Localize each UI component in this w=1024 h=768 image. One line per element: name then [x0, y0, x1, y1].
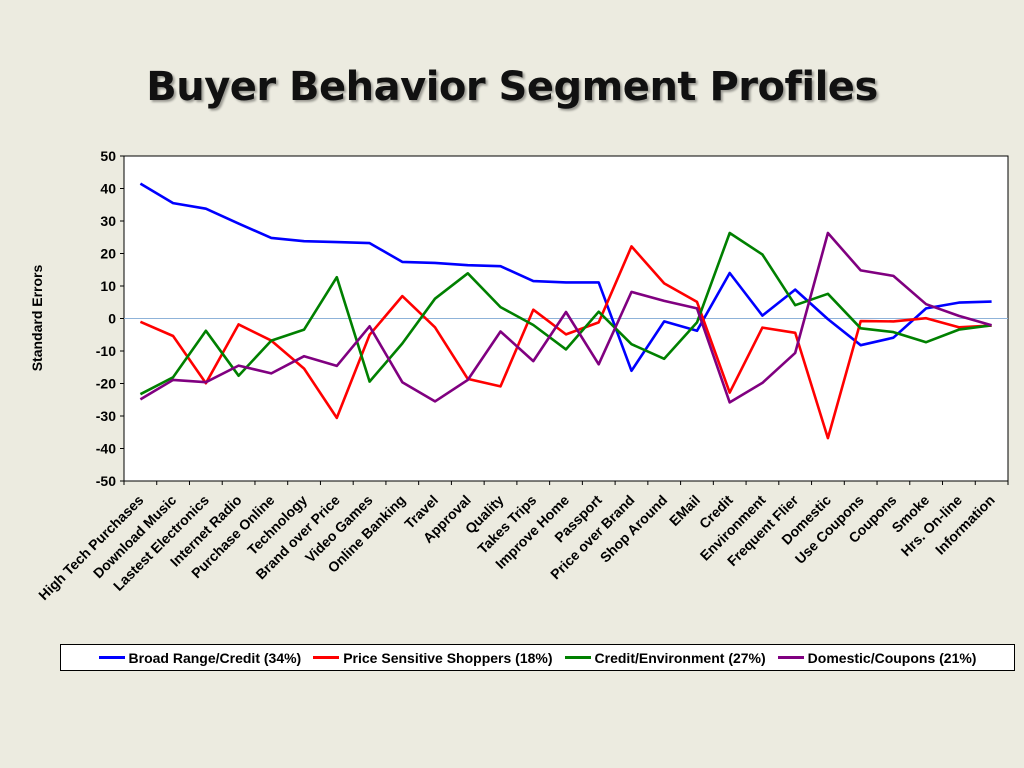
y-tick-label: -40 — [96, 441, 116, 457]
series-line-1 — [139, 245, 992, 440]
legend-swatch — [777, 656, 804, 659]
y-tick-label: -50 — [96, 473, 116, 489]
y-tick-label: 50 — [100, 148, 116, 164]
y-tick-label: -30 — [96, 408, 116, 424]
y-tick-label: 30 — [100, 213, 116, 229]
slide-title: Buyer Behavior Segment Profiles — [146, 64, 878, 110]
legend-label: Domestic/Coupons (21%) — [807, 649, 977, 666]
series-line-0 — [139, 182, 992, 373]
legend-swatch — [564, 656, 591, 659]
x-tick-label: EMail — [666, 492, 703, 529]
legend-label: Broad Range/Credit (34%) — [128, 649, 302, 666]
y-tick-label: 10 — [100, 278, 116, 294]
y-tick-label: 20 — [100, 246, 116, 262]
legend-item: Domestic/Coupons (21%) — [777, 649, 977, 666]
legend-item: Price Sensitive Shoppers (18%) — [313, 649, 553, 666]
y-tick-label: 0 — [108, 311, 116, 327]
chart-legend: Broad Range/Credit (34%) Price Sensitive … — [60, 644, 1015, 671]
legend-label: Price Sensitive Shoppers (18%) — [343, 649, 553, 666]
y-tick-label: 40 — [100, 181, 116, 197]
series-line-2 — [139, 231, 992, 396]
y-tick-label: -10 — [96, 343, 116, 359]
y-tick-label: -20 — [96, 376, 116, 392]
series-line-3 — [139, 231, 992, 404]
legend-label: Credit/Environment (27%) — [594, 649, 766, 666]
legend-item: Credit/Environment (27%) — [564, 649, 766, 666]
legend-swatch — [313, 656, 340, 659]
legend-item: Broad Range/Credit (34%) — [98, 649, 302, 666]
y-axis-label: Standard Errors — [29, 264, 45, 371]
legend-swatch — [98, 656, 125, 659]
